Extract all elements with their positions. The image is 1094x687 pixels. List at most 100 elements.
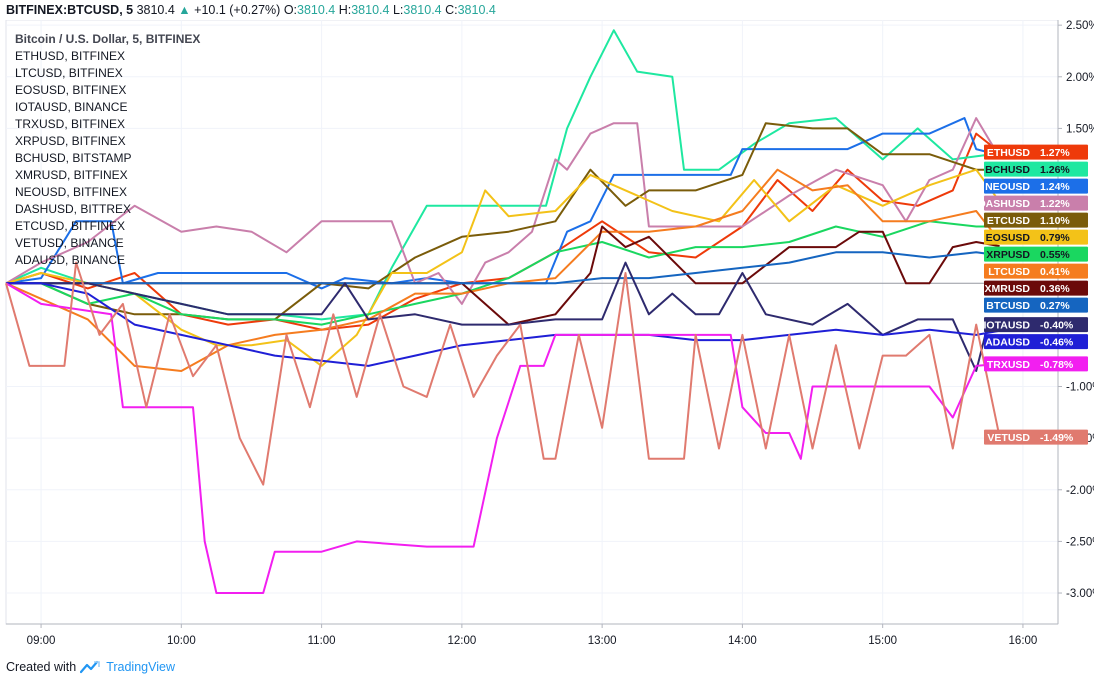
legend-main-series[interactable]: Bitcoin / U.S. Dollar, 5, BITFINEX (15, 32, 201, 46)
price-label-name: IOTAUSD (984, 320, 1031, 332)
legend-item-dashusd[interactable]: DASHUSD, BITTREX (15, 202, 132, 216)
price-label-bg (984, 334, 1088, 350)
price-label-value: -0.40% (1040, 320, 1074, 332)
price-label-bg (984, 280, 1088, 296)
x-tick-label: 09:00 (27, 635, 56, 647)
price-label-bg (984, 195, 1088, 211)
price-label-bg (984, 263, 1088, 279)
footer: Created with TradingView (6, 660, 175, 674)
y-tick-label: 2.00% (1066, 72, 1094, 84)
price-label-ethusd[interactable]: ETHUSD 1.27% (984, 144, 1088, 160)
y-tick-label: 1.50% (1066, 123, 1094, 135)
y-tick-label: 2.50% (1066, 20, 1094, 32)
price-label-bg (984, 229, 1088, 245)
legend-item-bchusd[interactable]: BCHUSD, BITSTAMP (15, 151, 132, 165)
price-label-ltcusd[interactable]: LTCUSD 0.41% (984, 263, 1088, 279)
price-label-btcusd[interactable]: BTCUSD 0.27% (984, 297, 1088, 313)
tradingview-logo-icon[interactable] (80, 660, 102, 674)
price-label-xrpusd[interactable]: XRPUSD 0.55% (984, 246, 1088, 262)
price-label-bg (984, 429, 1088, 445)
price-label-name: XRPUSD (986, 249, 1030, 261)
symbol-name[interactable]: BITFINEX:BTCUSD, 5 (6, 3, 134, 17)
price-label-vetusd[interactable]: VETUSD -1.49% (984, 429, 1088, 445)
x-tick-label: 13:00 (588, 635, 617, 647)
price-label-etcusd[interactable]: ETCUSD 1.10% (984, 212, 1088, 228)
series-line-iotausd[interactable] (6, 261, 1000, 372)
price-label-name: VETUSD (987, 432, 1030, 444)
x-tick-label: 16:00 (1009, 635, 1038, 647)
price-label-value: 1.22% (1040, 198, 1070, 210)
x-tick-label: 11:00 (308, 635, 336, 647)
high-value: 3810.4 (351, 3, 390, 17)
price-label-value: 1.27% (1040, 147, 1070, 159)
close-value: 3810.4 (457, 3, 496, 17)
tradingview-brand[interactable]: TradingView (106, 660, 175, 674)
price-label-name: DASHUSD (978, 198, 1030, 210)
price-label-value: 1.26% (1040, 164, 1070, 176)
legend-item-xmrusd[interactable]: XMRUSD, BITFINEX (15, 168, 128, 182)
x-tick-label: 15:00 (868, 635, 897, 647)
comparison-chart[interactable]: 2.50%2.00%1.50%-1.00%-1.50%-2.00%-2.50%-… (0, 20, 1094, 653)
price-label-value: 0.36% (1040, 283, 1070, 295)
price-label-name: LTCUSD (988, 266, 1030, 278)
legend-item-ltcusd[interactable]: LTCUSD, BITFINEX (15, 66, 123, 80)
series-line-eosusd[interactable] (5, 168, 1001, 367)
y-tick-label: -1.00% (1066, 382, 1094, 394)
price-label-value: -1.49% (1040, 432, 1074, 444)
x-tick-label: 10:00 (167, 635, 196, 647)
price-label-iotausd[interactable]: IOTAUSD -0.40% (984, 317, 1088, 333)
y-tick-label: -3.00% (1066, 588, 1094, 600)
low-label: L: (392, 3, 404, 17)
open-label: O: (283, 3, 298, 17)
low-value: 3810.4 (403, 3, 442, 17)
price-label-name: XMRUSD (984, 283, 1030, 295)
price-label-bg (984, 178, 1088, 194)
created-with-text: Created with (6, 660, 77, 674)
series-line-trxusd[interactable] (5, 282, 1000, 594)
symbol-header: BITFINEX:BTCUSD, 5 3810.4 ▲ +10.1 (+0.27… (6, 1, 496, 19)
price-label-value: 0.27% (1040, 300, 1070, 312)
price-label-bg (984, 212, 1088, 228)
price-label-name: TRXUSD (987, 359, 1031, 371)
y-tick-label: -2.50% (1066, 536, 1094, 548)
legend-item-trxusd[interactable]: TRXUSD, BITFINEX (15, 117, 126, 131)
price-label-value: -0.46% (1040, 337, 1074, 349)
series-legend: Bitcoin / U.S. Dollar, 5, BITFINEX ETHUS… (15, 31, 200, 269)
legend-item-etcusd[interactable]: ETCUSD, BITFINEX (15, 219, 126, 233)
price-label-value: 1.24% (1040, 181, 1070, 193)
legend-item-vetusd[interactable]: VETUSD, BINANCE (15, 236, 124, 250)
price-label-xmrusd[interactable]: XMRUSD 0.36% (984, 280, 1088, 296)
price-label-bg (984, 144, 1088, 160)
up-arrow-icon: ▲ (178, 3, 191, 17)
legend-item-neousd[interactable]: NEOUSD, BITFINEX (15, 185, 128, 199)
price-label-bg (984, 317, 1088, 333)
price-label-trxusd[interactable]: TRXUSD -0.78% (984, 356, 1088, 372)
series-line-vetusd[interactable] (5, 261, 1001, 486)
series-line-dashusd[interactable] (5, 117, 1001, 305)
price-label-name: EOSUSD (986, 232, 1031, 244)
price-label-dashusd[interactable]: DASHUSD 1.22% (978, 195, 1088, 211)
legend-item-eosusd[interactable]: EOSUSD, BITFINEX (15, 83, 127, 97)
legend-item-ethusd[interactable]: ETHUSD, BITFINEX (15, 49, 126, 63)
open-value: 3810.4 (297, 3, 336, 17)
price-label-name: BCHUSD (985, 164, 1030, 176)
price-label-value: 0.41% (1040, 266, 1070, 278)
price-label-bg (984, 297, 1088, 313)
price-label-bg (984, 246, 1088, 262)
series-line-xrpusd[interactable] (6, 220, 1000, 326)
price-label-name: ETCUSD (987, 215, 1031, 227)
price-change: +10.1 (+0.27%) (194, 3, 281, 17)
legend-item-xrpusd[interactable]: XRPUSD, BITFINEX (15, 134, 126, 148)
price-label-name: NEOUSD (985, 181, 1030, 193)
series-line-btcusd[interactable] (6, 251, 1000, 285)
price-label-value: 0.79% (1040, 232, 1070, 244)
y-tick-label: -2.00% (1066, 485, 1094, 497)
price-label-eosusd[interactable]: EOSUSD 0.79% (984, 229, 1088, 245)
price-label-neousd[interactable]: NEOUSD 1.24% (984, 178, 1088, 194)
series-line-ltcusd[interactable] (5, 168, 1001, 372)
price-label-bchusd[interactable]: BCHUSD 1.26% (984, 161, 1088, 177)
price-label-adausd[interactable]: ADAUSD -0.46% (984, 334, 1088, 350)
legend-item-adausd[interactable]: ADAUSD, BINANCE (15, 253, 126, 267)
price-label-value: 0.55% (1040, 249, 1070, 261)
legend-item-iotausd[interactable]: IOTAUSD, BINANCE (15, 100, 128, 114)
